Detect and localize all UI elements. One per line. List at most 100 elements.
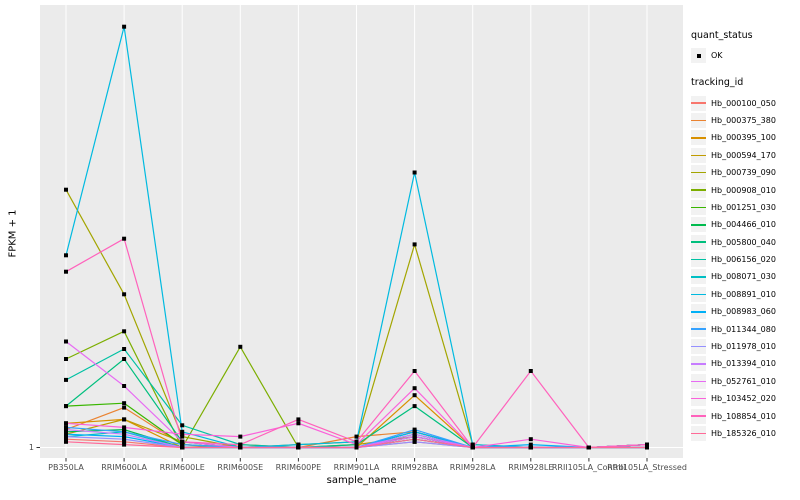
data-point [470,442,475,447]
legend-label: Hb_052761_010 [711,376,776,386]
data-point [412,434,417,439]
data-point [122,439,127,444]
x-tick-label-RRII105LA_Stressed: RRII105LA_Stressed [607,463,687,472]
line-swatch-icon [691,137,706,139]
x-tick-label-RRIM600LE: RRIM600LE [159,463,205,472]
legend-line-swatch [691,252,706,268]
data-point [64,427,68,432]
legend-quant-status-title: quant_status [691,30,753,41]
data-point [238,442,243,447]
data-point [64,377,68,382]
data-point [122,384,127,388]
legend-item-Hb_052761_010: Hb_052761_010 [691,373,799,390]
line-swatch-icon [691,258,706,261]
legend-line-swatch [691,373,706,389]
ok-point-swatch [691,48,706,64]
data-point [122,427,127,432]
legend-item-Hb_000739_090: Hb_000739_090 [691,164,799,181]
data-point [64,253,68,258]
legend-item-ok: OK [691,47,799,64]
legend-item-Hb_006156_020: Hb_006156_020 [691,251,799,268]
legend-tracking-id-title: tracking_id [691,77,744,89]
line-swatch-icon [691,397,706,400]
data-point [528,369,533,373]
line-swatch-icon [691,154,706,156]
x-tick-label-PB350LA: PB350LA [48,463,84,472]
x-tick-label-RRIM600SE: RRIM600SE [217,463,264,472]
data-point [180,429,185,434]
legend-line-swatch [691,182,706,198]
data-point [238,434,243,439]
data-point [122,236,127,241]
data-point [412,369,417,373]
data-point [412,439,417,444]
x-tick-label-RRIM928LE: RRIM928LE [508,463,554,472]
data-point [528,445,533,450]
legend-item-Hb_013394_010: Hb_013394_010 [691,355,799,372]
data-point [180,445,185,450]
legend-label: Hb_000594_170 [711,150,776,160]
data-point [64,404,68,409]
legend-line-swatch [691,95,706,111]
legend-label: Hb_008891_010 [711,289,776,299]
legend-item-Hb_011344_080: Hb_011344_080 [691,320,799,337]
data-point [296,445,301,450]
data-point [64,429,68,434]
data-point [64,439,68,444]
legend-item-Hb_008071_030: Hb_008071_030 [691,268,799,285]
data-point [528,437,533,442]
legend: quant_status OK tracking_id Hb_000100_05… [691,30,799,442]
data-point [180,423,185,428]
data-point [64,425,68,430]
legend-item-Hb_004466_010: Hb_004466_010 [691,216,799,233]
legend-label: Hb_000739_090 [711,168,776,178]
legend-line-swatch [691,112,706,128]
legend-line-swatch [691,165,706,181]
legend-item-Hb_108854_010: Hb_108854_010 [691,407,799,424]
legend-line-swatch [691,199,706,215]
legend-line-swatch [691,269,706,285]
legend-label: Hb_000908_010 [711,185,776,195]
data-point [412,404,417,409]
legend-label: Hb_001251_030 [711,202,776,212]
x-tick-label-RRIM901LA: RRIM901LA [333,463,380,472]
line-swatch-icon [691,415,706,417]
data-point [586,445,591,450]
data-point [64,434,68,439]
data-point [122,405,127,410]
legend-label: Hb_108854_010 [711,411,776,421]
data-point [238,344,243,349]
data-point [238,445,243,450]
legend-item-Hb_011978_010: Hb_011978_010 [691,338,799,355]
y-tick-label: 1 [28,443,34,452]
line-swatch-icon [691,432,706,435]
line-swatch-icon [691,345,706,348]
data-point [412,432,417,437]
data-point [354,434,359,439]
legend-item-Hb_000395_100: Hb_000395_100 [691,129,799,146]
legend-label: Hb_006156_020 [711,255,776,265]
legend-line-swatch [691,391,706,407]
data-point [412,386,417,391]
data-point [64,269,68,274]
legend-line-swatch [691,426,706,441]
data-point [412,437,417,442]
data-point [180,442,185,447]
data-point [64,421,68,426]
line-swatch-icon [691,224,706,226]
legend-label: Hb_005800_040 [711,237,776,247]
data-point [296,421,301,426]
legend-label: Hb_011344_080 [711,324,776,334]
line-swatch-icon [691,328,706,330]
line-swatch-icon [691,171,706,174]
y-axis-title: FPKM + 1 [7,209,19,258]
data-point [122,425,127,430]
legend-item-Hb_000100_050: Hb_000100_050 [691,94,799,111]
line-swatch-icon [691,363,706,365]
data-point [412,427,417,432]
data-point [470,445,475,450]
panel-background [40,5,683,458]
line-swatch-icon [691,311,706,313]
x-tick-label-RRII105LA_Control: RRII105LA_Control [551,463,626,472]
